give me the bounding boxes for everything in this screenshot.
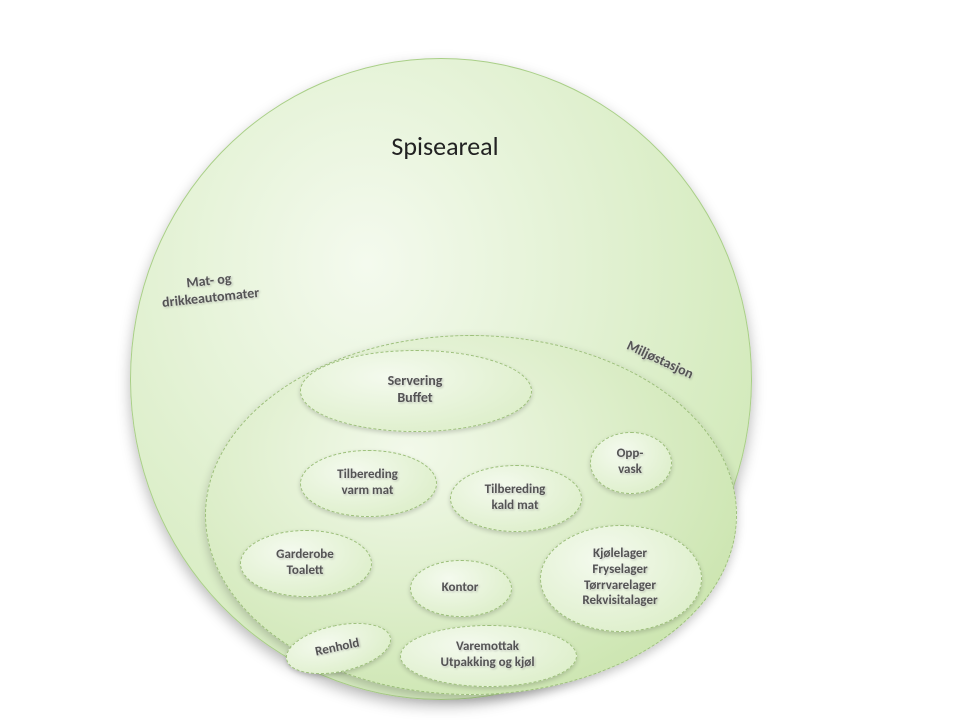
sub-label-kontor: Kontor — [442, 580, 479, 596]
sub-label-tilb-kald: Tilbereding kald mat — [485, 482, 546, 513]
sub-label-oppvask: Opp- vask — [617, 446, 644, 477]
sub-label-garderobe: Garderobe Toalett — [276, 547, 334, 578]
sub-label-varemottak: Varemottak Utpakking og kjøl — [440, 639, 534, 670]
diagram-title: Spiseareal — [391, 130, 498, 162]
sub-label-lager: Kjølelager Fryselager Tørrvarelager Rekv… — [582, 546, 657, 608]
sub-label-tilb-varm: Tilbereding varm mat — [337, 467, 398, 498]
diagram-stage: SpisearealMat- og drikkeautomaterMiljøst… — [0, 0, 960, 720]
sub-label-servering-buffet: Servering Buffet — [388, 373, 443, 407]
